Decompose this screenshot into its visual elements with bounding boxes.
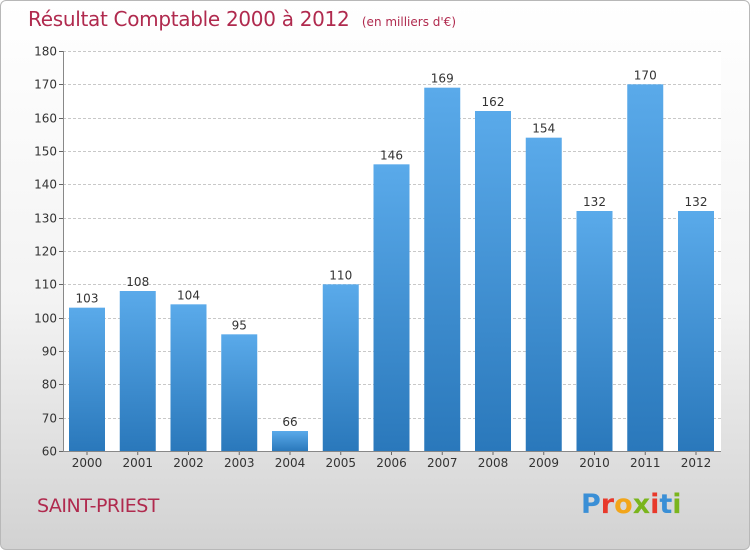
bar-2000 (69, 307, 105, 451)
chart-title: Résultat Comptable 2000 à 2012 (28, 7, 350, 31)
bar-2003 (221, 334, 258, 451)
x-tick-label: 2012 (681, 456, 712, 470)
bar-2011 (627, 84, 664, 451)
y-tick-label: 90 (42, 345, 57, 359)
data-label: 66 (282, 415, 297, 429)
bar-2004 (272, 431, 308, 451)
y-axis: 60 70 80 90 100 110 120 130 140 150 160 170 180 (34, 45, 64, 459)
proxiti-logo: Proxiti (581, 489, 682, 520)
chart-header: Résultat Comptable 2000 à 2012 (en milli… (28, 7, 456, 31)
y-tick-label: 150 (34, 145, 57, 159)
y-tick-label: 110 (34, 278, 57, 292)
logo-letter: t (659, 489, 673, 520)
y-tick-label: 120 (34, 245, 57, 259)
y-tick-label: 60 (42, 445, 57, 459)
y-tick-label: 140 (34, 178, 57, 192)
data-label: 146 (380, 148, 403, 162)
bar-2008 (475, 111, 511, 451)
data-label: 169 (431, 72, 454, 86)
data-label: 95 (232, 318, 247, 332)
x-tick-label: 2011 (630, 456, 661, 470)
bar-2001 (119, 291, 156, 451)
logo-letter: o (614, 489, 633, 520)
data-label: 162 (482, 95, 505, 109)
bars: 103 108 104 95 66 110 146 169 162 154 132 170 132 (69, 68, 714, 452)
y-tick-label: 80 (42, 378, 57, 392)
data-label: 110 (329, 268, 352, 282)
x-tick-label: 2001 (122, 456, 153, 470)
x-tick-label: 2009 (528, 456, 559, 470)
chart-unit: (en milliers d'€) (361, 15, 456, 29)
bar-2007 (424, 87, 461, 452)
bar-2006 (373, 164, 410, 452)
x-tick-label: 2006 (376, 456, 407, 470)
logo-letter: P (581, 489, 601, 520)
data-label: 104 (177, 288, 200, 302)
bar-2005 (322, 284, 359, 451)
bar-2012 (678, 211, 714, 451)
x-tick-label: 2000 (72, 456, 103, 470)
x-tick-label: 2005 (325, 456, 356, 470)
x-tick-label: 2010 (579, 456, 610, 470)
logo-letter: r (600, 489, 615, 520)
x-tick-label: 2004 (275, 456, 306, 470)
logo-letter: i (650, 489, 660, 520)
x-tick-label: 2007 (427, 456, 458, 470)
data-label: 103 (76, 292, 99, 306)
data-label: 132 (685, 195, 708, 209)
x-tick-label: 2002 (173, 456, 204, 470)
y-tick-label: 160 (34, 112, 57, 126)
bar-2010 (576, 211, 613, 451)
y-tick-label: 180 (34, 45, 57, 59)
commune-name: SAINT-PRIEST (37, 495, 159, 517)
x-axis: 2000 2001 2002 2003 2004 2005 2006 2007 2008 2009… (63, 451, 721, 470)
y-tick-label: 170 (34, 78, 57, 92)
bar-2002 (170, 304, 207, 451)
data-label: 154 (532, 122, 555, 136)
y-tick-label: 100 (34, 312, 57, 326)
bar-2009 (525, 137, 562, 451)
y-tick-label: 70 (42, 412, 57, 426)
data-label: 108 (126, 275, 149, 289)
logo-letter: i (672, 489, 682, 520)
logo-letter: x (632, 489, 651, 520)
x-tick-label: 2003 (224, 456, 255, 470)
y-tick-label: 130 (34, 212, 57, 226)
data-label: 170 (634, 68, 657, 82)
data-label: 132 (583, 195, 606, 209)
x-tick-label: 2008 (478, 456, 509, 470)
